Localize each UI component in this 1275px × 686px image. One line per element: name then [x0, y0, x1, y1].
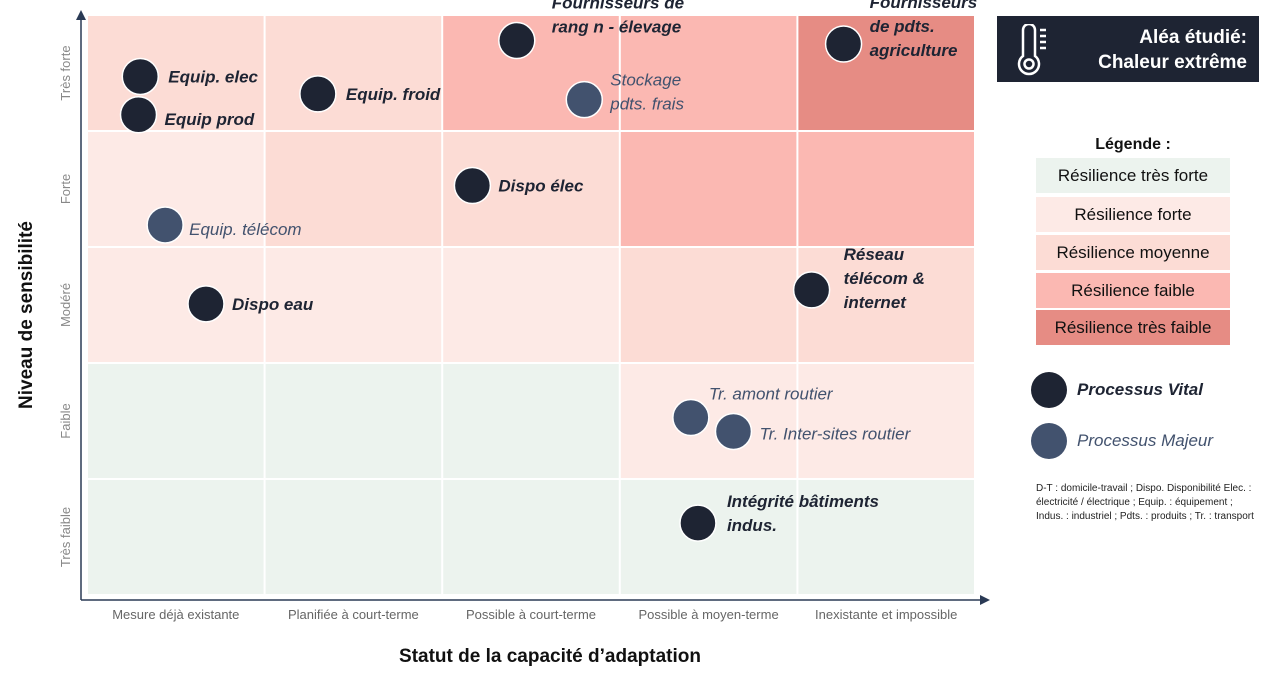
matrix-cell: [620, 132, 797, 246]
data-point: [498, 21, 536, 60]
legend-item-tres-forte: Résilience très forte: [1036, 158, 1230, 193]
data-point-label: Dispo eau: [232, 295, 314, 314]
matrix-cell: [620, 16, 797, 130]
x-tick-label: Mesure déjà existante: [112, 607, 239, 622]
data-point: [187, 285, 225, 323]
data-point: [119, 96, 158, 134]
matrix-cells: [88, 16, 974, 594]
legend-item-forte: Résilience forte: [1036, 197, 1230, 232]
hazard-label: Aléa étudié:: [1139, 27, 1247, 48]
data-point-label: Fournisseurs de pdts. agriculture: [870, 0, 978, 60]
data-point-label: Dispo élec: [498, 177, 584, 196]
data-point: [146, 206, 184, 244]
x-axis-arrow: [980, 595, 990, 605]
matrix-cell: [443, 248, 619, 362]
data-point: [679, 504, 717, 542]
x-tick-labels: Mesure déjà existante Planifiée à court-t…: [112, 607, 957, 622]
abbreviations-note: D-T : domicile-travail ; Dispo. Disponib…: [1036, 483, 1254, 522]
x-tick-label: Possible à court-terme: [466, 607, 596, 622]
data-point-label: Fournisseurs de rang n - élevage: [552, 0, 684, 37]
legend-processus-vital: Processus Vital: [1031, 370, 1251, 410]
legend-item-faible: Résilience faible: [1036, 273, 1230, 308]
y-tick-label: Modéré: [58, 283, 73, 327]
data-point-label: Equip. froid: [346, 85, 441, 104]
y-tick-label: Faible: [58, 403, 73, 438]
matrix-cell: [443, 480, 619, 594]
x-tick-label: Possible à moyen-terme: [639, 607, 779, 622]
data-point-label: Tr. amont routier: [709, 385, 834, 404]
y-tick-label: Très forte: [58, 45, 73, 100]
data-point: [792, 271, 831, 309]
data-point-label: Réseau télécom & internet: [844, 245, 925, 312]
data-point: [672, 398, 710, 437]
y-axis-arrow: [76, 10, 86, 20]
vital-dot-icon: [1031, 372, 1067, 408]
data-point: [565, 80, 604, 119]
matrix-cell: [798, 132, 974, 246]
x-tick-label: Inexistante et impossible: [815, 607, 957, 622]
data-points: Equip. elec Equip prod Equip. froid Fournis…: [119, 0, 978, 542]
matrix-cell: [88, 480, 264, 594]
data-point-label: Equip prod: [165, 110, 255, 129]
matrix-cell: [88, 364, 264, 478]
data-point: [714, 412, 753, 451]
legend-item-tres-faible: Résilience très faible: [1036, 310, 1230, 345]
y-axis-title: Niveau de sensibilité: [16, 221, 37, 409]
matrix-cell: [620, 248, 797, 362]
axes: [76, 10, 990, 605]
majeur-dot-icon: [1031, 423, 1067, 459]
data-point-label: Equip. télécom: [189, 220, 301, 239]
legend-title: Légende :: [1095, 136, 1171, 153]
legend-processus-majeur: Processus Majeur: [1031, 421, 1251, 461]
matrix-cell: [443, 364, 619, 478]
hazard-value: Chaleur extrême: [1098, 52, 1247, 73]
data-point-label: Tr. Inter-sites routier: [759, 424, 911, 443]
matrix-cell: [798, 364, 974, 478]
data-point-label: Equip. elec: [168, 67, 258, 86]
matrix-cell: [265, 364, 442, 478]
matrix-cell: [265, 480, 442, 594]
data-point: [121, 57, 160, 96]
y-tick-labels: Très faible Faible Modéré Forte Très forte: [58, 45, 73, 567]
matrix-cell: [265, 132, 442, 246]
data-point-label: Stockage pdts. frais: [609, 71, 684, 114]
matrix-cell: [798, 480, 974, 594]
data-point: [824, 25, 863, 63]
data-point: [299, 75, 337, 113]
y-tick-label: Forte: [58, 174, 73, 204]
matrix-cell: [265, 16, 442, 130]
thermometer-icon: [1013, 22, 1053, 81]
matrix-cell: [88, 16, 264, 130]
legend-item-moyenne: Résilience moyenne: [1036, 235, 1230, 270]
vital-label: Processus Vital: [1077, 380, 1203, 399]
x-tick-label: Planifiée à court-terme: [288, 607, 419, 622]
x-axis-title: Statut de la capacité d’adaptation: [399, 646, 701, 667]
hazard-banner: Aléa étudié: Chaleur extrême: [997, 16, 1259, 82]
y-tick-label: Très faible: [58, 507, 73, 567]
majeur-label: Processus Majeur: [1077, 431, 1214, 450]
data-point-label: Intégrité bâtiments indus.: [727, 492, 879, 535]
matrix-cell: [265, 248, 442, 362]
data-point: [453, 166, 492, 205]
matrix-cell: [798, 248, 974, 362]
matrix-cell: [88, 248, 264, 362]
